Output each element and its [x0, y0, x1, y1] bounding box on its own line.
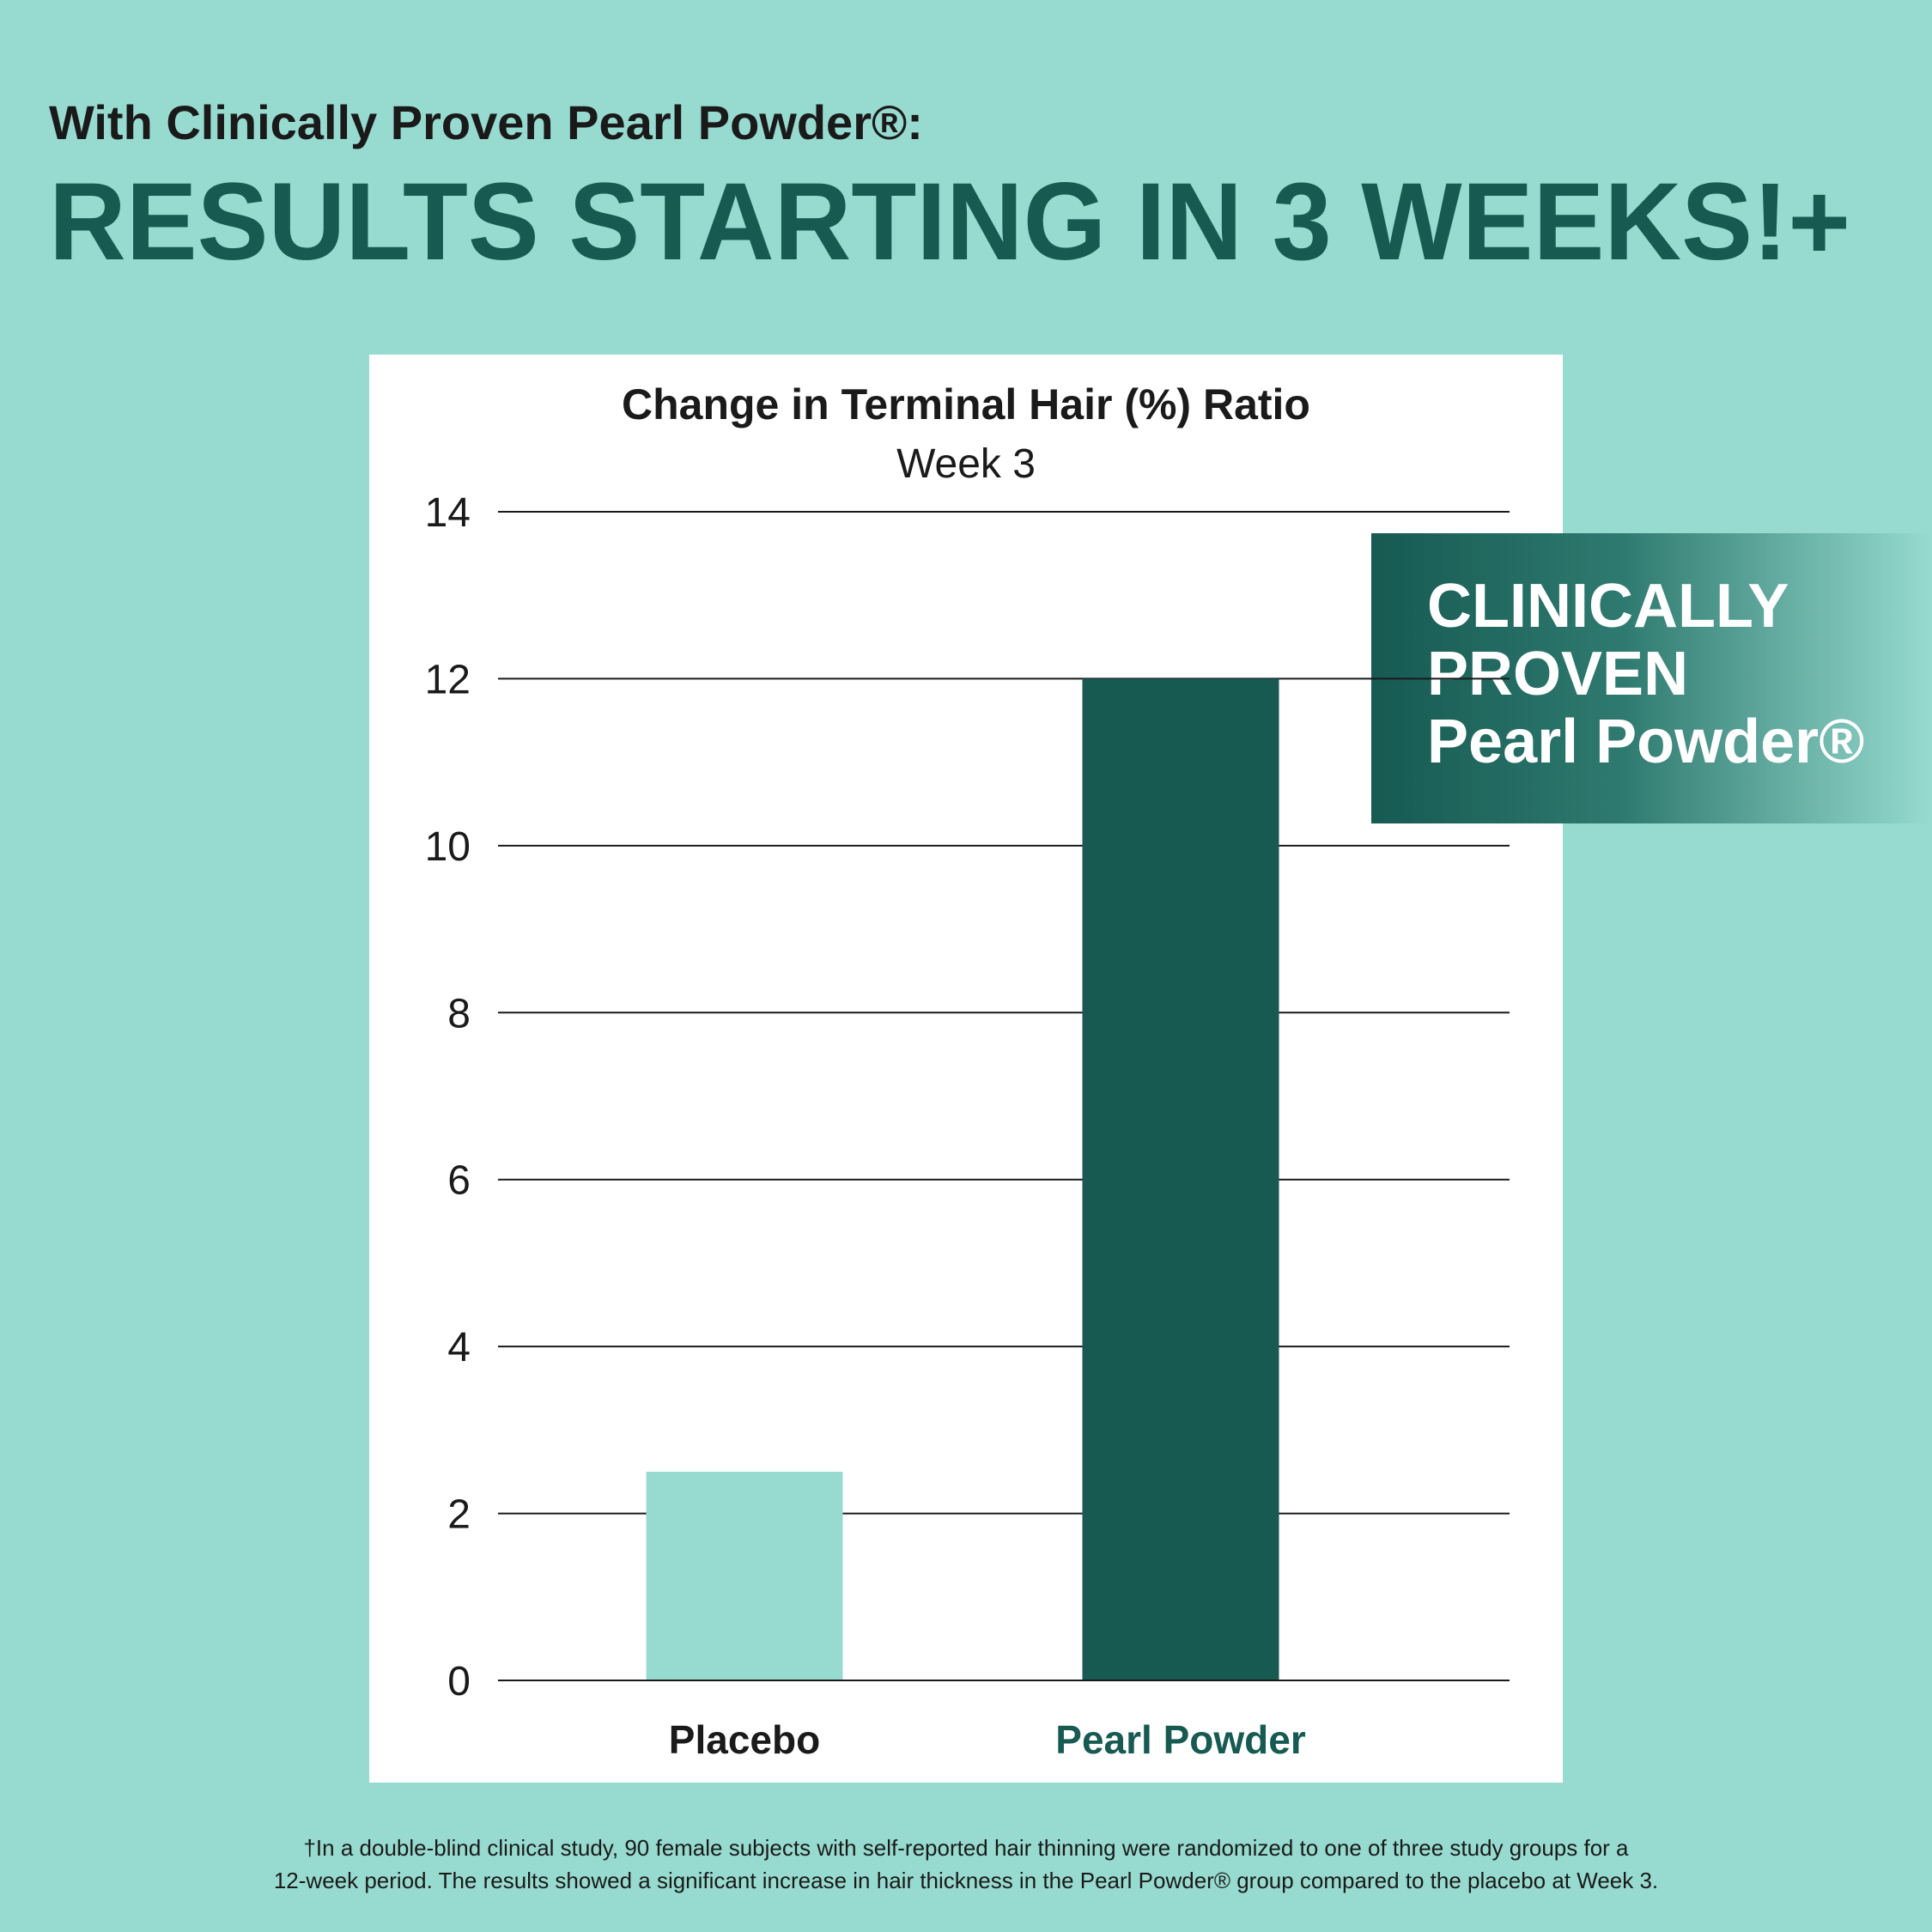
- y-tick-label: 14: [425, 490, 471, 536]
- chart-title: Change in Terminal Hair (%) Ratio: [622, 380, 1310, 428]
- footnote-line: †In a double-blind clinical study, 90 fe…: [303, 1835, 1629, 1861]
- chart-panel: [369, 355, 1563, 1783]
- y-tick-label: 4: [447, 1325, 471, 1370]
- y-tick-label: 12: [425, 657, 471, 702]
- y-tick-label: 0: [447, 1659, 471, 1704]
- x-tick-label: Pearl Powder: [1055, 1717, 1306, 1762]
- y-tick-label: 10: [425, 824, 471, 870]
- headline: RESULTS STARTING IN 3 WEEKS!+: [49, 161, 1850, 283]
- y-tick-label: 2: [447, 1492, 471, 1538]
- y-tick-label: 6: [447, 1158, 471, 1204]
- kicker: With Clinically Proven Pearl Powder®:: [49, 95, 923, 149]
- footnote: †In a double-blind clinical study, 90 fe…: [274, 1835, 1658, 1893]
- x-tick-label: Placebo: [669, 1717, 820, 1762]
- chart: Change in Terminal Hair (%) Ratio Week 3 0…: [425, 380, 1510, 1762]
- bar: [1082, 678, 1279, 1680]
- badge-line: CLINICALLY: [1427, 572, 1789, 641]
- footnote-line: 12-week period. The results showed a sig…: [274, 1868, 1658, 1893]
- badge-line: Pearl Powder®: [1427, 708, 1864, 776]
- badge-line: PROVEN: [1427, 640, 1688, 708]
- chart-subtitle: Week 3: [896, 441, 1036, 487]
- y-tick-label: 8: [447, 991, 471, 1036]
- bar: [646, 1471, 843, 1680]
